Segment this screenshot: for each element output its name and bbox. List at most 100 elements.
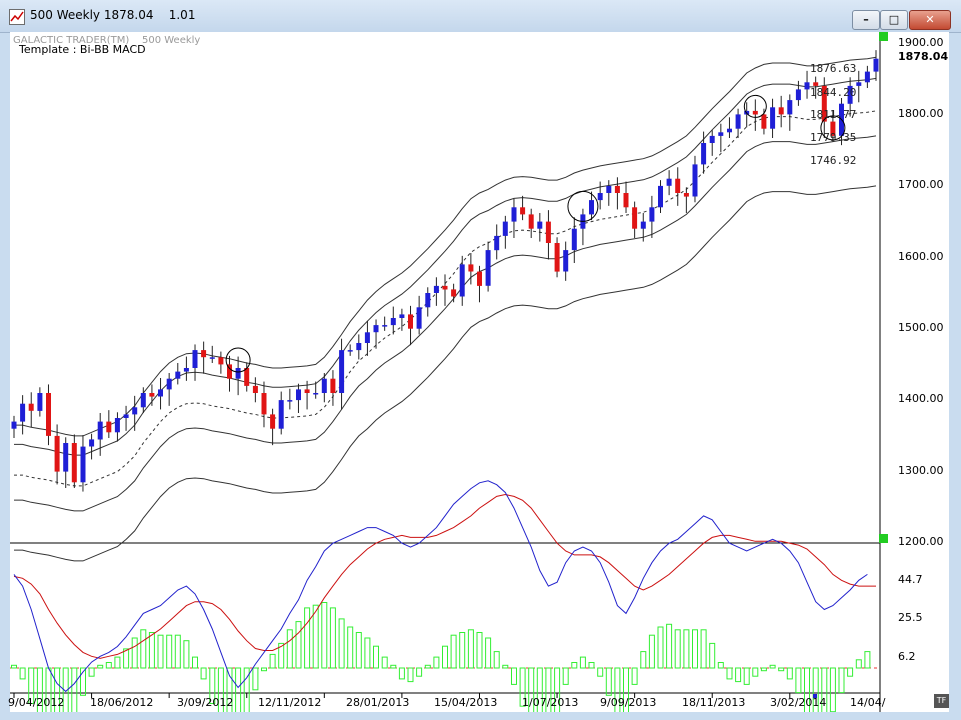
macd-histogram-bar: [278, 642, 285, 669]
candle-body: [778, 107, 784, 115]
macd-histogram-bar: [743, 667, 750, 685]
y-tick-label: 1200.00: [898, 535, 944, 548]
macd-histogram-bar: [442, 645, 448, 669]
macd-histogram-bar: [252, 667, 259, 691]
macd-histogram-bar: [269, 653, 276, 669]
macd-histogram-bar: [769, 664, 776, 669]
macd-tick-label: 44.7: [898, 573, 923, 586]
macd-histogram-bar: [528, 667, 535, 712]
macd-histogram-bar: [683, 629, 690, 669]
candle-body: [158, 389, 163, 397]
macd-histogram-bar: [795, 667, 802, 694]
chart-app-icon[interactable]: [9, 9, 25, 25]
window-title: 500 Weekly 1878.04 1.01: [30, 8, 195, 22]
macd-histogram-bar: [588, 662, 595, 669]
candle-body: [864, 71, 870, 83]
macd-histogram-bar: [97, 664, 104, 669]
cycle-marker-circle: [743, 94, 767, 118]
macd-histogram-bar: [467, 629, 474, 669]
macd-histogram-bar: [605, 667, 612, 696]
macd-histogram-bar: [398, 667, 405, 680]
timeframe-button[interactable]: TF: [934, 694, 949, 708]
candle-body: [244, 368, 250, 386]
candle-body: [485, 250, 491, 286]
candle-body: [183, 368, 189, 372]
y-tick-label: 1300.00: [898, 464, 944, 477]
candle-body: [623, 193, 629, 208]
candle-body: [252, 385, 258, 393]
y-tick-label: 1500.00: [898, 321, 944, 334]
macd-histogram-bar: [571, 662, 578, 669]
macd-histogram-bar: [778, 667, 785, 672]
y-tick-label: 1700.00: [898, 178, 944, 191]
candle-body: [201, 350, 207, 358]
candle-body: [106, 421, 112, 433]
title-bar[interactable]: 500 Weekly 1878.04 1.01 – □ ✕: [0, 0, 961, 33]
watermark: GALACTIC TRADER(TM) 500 Weekly: [13, 35, 200, 46]
candle-body: [433, 285, 439, 293]
band-level-label: 1844.20: [810, 86, 857, 99]
maximize-button[interactable]: □: [880, 10, 908, 30]
macd-histogram-bar: [493, 651, 500, 669]
macd-signal-line: [13, 493, 876, 659]
macd-histogram-bar: [295, 621, 302, 669]
macd-histogram-bar: [347, 626, 354, 669]
band-level-label: 1779.35: [810, 131, 857, 144]
candle-body: [589, 200, 594, 215]
macd-histogram-bar: [209, 667, 216, 704]
close-button[interactable]: ✕: [909, 10, 951, 30]
candle-body: [632, 207, 638, 229]
candle-body: [330, 378, 336, 393]
candle-body: [175, 371, 181, 379]
candle-body: [304, 389, 310, 393]
macd-histogram-bar: [80, 667, 86, 696]
x-tick-label: 9/09/2013: [600, 696, 657, 709]
price-chart[interactable]: [10, 32, 949, 712]
candle-body: [709, 135, 715, 143]
window-title-text: 500 Weekly 1878.04: [30, 8, 154, 22]
macd-histogram-bar: [140, 629, 147, 669]
candle-body: [390, 318, 396, 326]
macd-histogram-bar: [123, 648, 130, 669]
candle-body: [459, 264, 465, 297]
candle-body: [321, 378, 327, 393]
candle-body: [339, 350, 345, 393]
band-level-label: 1811.77: [810, 108, 857, 121]
candle-body: [373, 325, 379, 333]
macd-histogram-bar: [717, 662, 724, 669]
macd-histogram-bar: [28, 667, 35, 704]
macd-histogram-bar: [623, 667, 629, 712]
x-tick-label: 28/01/2013: [346, 696, 410, 709]
minimize-button[interactable]: –: [852, 10, 880, 30]
lower-corner-marker: [879, 534, 888, 543]
candle-body: [89, 439, 95, 447]
candle-body: [770, 107, 776, 129]
candle-body: [545, 221, 551, 243]
cycle-marker-circle: [225, 347, 251, 373]
macd-histogram-bar: [450, 634, 457, 669]
candle-body: [830, 121, 836, 136]
macd-histogram-bar: [536, 667, 543, 712]
macd-histogram-bar: [674, 629, 681, 669]
candle-body: [287, 400, 293, 402]
candle-body: [528, 214, 534, 229]
candle-body: [209, 357, 215, 359]
macd-histogram-bar: [390, 664, 397, 669]
cycle-marker-circle: [567, 190, 599, 222]
macd-histogram-bar: [485, 637, 492, 669]
macd-histogram-bar: [657, 626, 664, 669]
macd-histogram-bar: [700, 629, 707, 669]
chart-area[interactable]: GALACTIC TRADER(TM) 500 Weekly Template …: [8, 32, 949, 712]
candle-body: [658, 185, 663, 208]
candle-body: [270, 414, 276, 429]
candle-body: [468, 264, 474, 272]
macd-histogram-bar: [131, 637, 138, 669]
band-level-label: 1746.92: [810, 154, 857, 167]
maximize-icon: □: [888, 13, 900, 26]
x-tick-label: 15/04/2013: [434, 696, 498, 709]
candle-body: [571, 228, 577, 251]
candle-body: [71, 443, 77, 483]
candle-body: [114, 418, 120, 433]
macd-histogram-bar: [709, 642, 716, 669]
macd-histogram-bar: [373, 645, 379, 669]
